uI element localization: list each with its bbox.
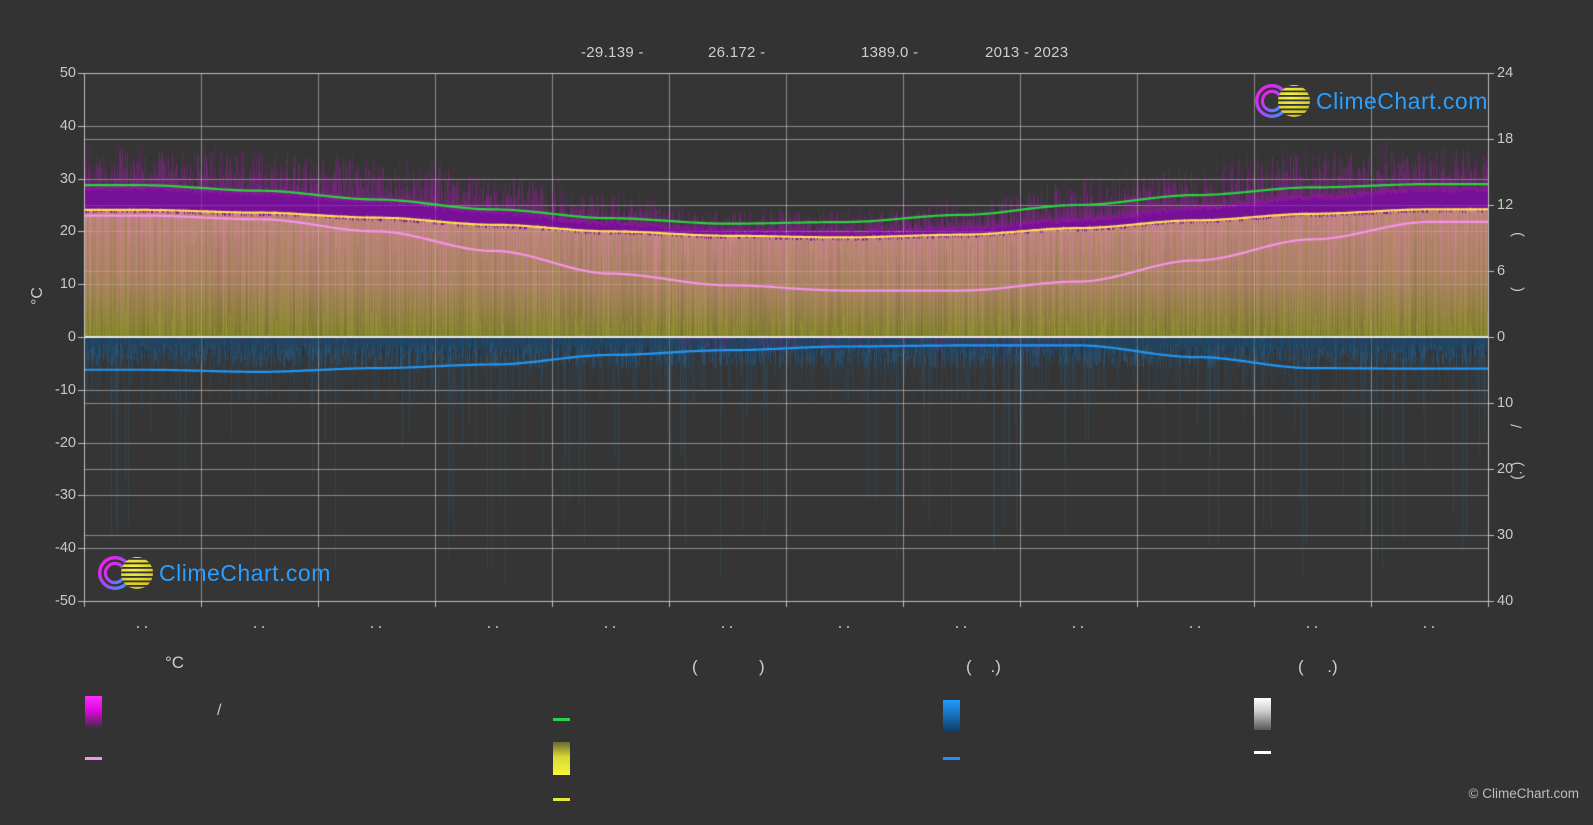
copyright-text: © ClimeChart.com [1468, 786, 1579, 801]
right-upper-axis-label: ( ) [1508, 232, 1526, 292]
month-tick-label [604, 625, 619, 629]
header-latitude-value: -29.139 - [581, 44, 644, 61]
tick-label: 12 [1497, 197, 1514, 213]
yellow-line-swatch [553, 798, 570, 801]
month-tick-label [1189, 625, 1204, 629]
month-tick-label [1306, 625, 1321, 629]
month-tick-label [1072, 625, 1087, 629]
tick-label: -20 [55, 434, 76, 451]
pink-line-swatch [85, 757, 102, 760]
tick-label: 10 [1497, 395, 1514, 411]
tick-label: -10 [55, 381, 76, 398]
tick-label: 40 [1497, 593, 1514, 609]
legend-day-night-separator: / [217, 702, 222, 719]
tick-label: 0 [1497, 329, 1506, 345]
legend-col2-title: ( ) [692, 657, 765, 676]
month-tick-label [253, 625, 268, 629]
magenta-gradient-swatch [85, 696, 102, 728]
blue-line-swatch [943, 757, 960, 760]
tick-label: -30 [55, 487, 76, 504]
month-tick-label [487, 625, 502, 629]
legend-col3-title: ( .) [966, 657, 1001, 676]
tick-label: 30 [59, 170, 76, 187]
legend-col1-title: °C [165, 653, 185, 672]
month-tick-label [721, 625, 736, 629]
header-longitude-value: 26.172 - [708, 44, 766, 61]
logo-sun-icon [121, 557, 153, 589]
tick-label: 6 [1497, 263, 1506, 279]
white-line-swatch [1254, 751, 1271, 754]
white-gradient-swatch [1254, 698, 1271, 730]
tick-label: 18 [1497, 131, 1514, 147]
logo-text: ClimeChart.com [1316, 87, 1488, 114]
tick-label: 30 [1497, 527, 1514, 543]
green-line-swatch [553, 718, 570, 721]
tick-label: 20 [59, 223, 76, 240]
climechart-logo-top-right: ClimeChart.com [1253, 82, 1488, 120]
tick-label: 20 [1497, 461, 1514, 477]
tick-label: -40 [55, 540, 76, 557]
month-tick-label [955, 625, 970, 629]
month-tick-label [136, 625, 151, 629]
header-years-value: 2013 - 2023 [985, 44, 1069, 61]
month-tick-label [838, 625, 853, 629]
tick-label: 50 [59, 65, 76, 81]
month-tick-label [370, 625, 385, 629]
logo-text: ClimeChart.com [159, 559, 331, 586]
header-elevation-value: 1389.0 - [861, 44, 919, 61]
climechart-logo-bottom-left: ClimeChart.com [96, 554, 331, 592]
blue-gradient-swatch [943, 700, 960, 732]
tick-label: 0 [67, 329, 76, 345]
tick-label: 10 [59, 276, 76, 293]
tick-label: -50 [55, 593, 76, 609]
legend-col4-title: ( .) [1298, 657, 1338, 676]
yellow-gradient-swatch [553, 742, 570, 775]
month-tick-label [1423, 625, 1438, 629]
tick-label: 24 [1497, 65, 1514, 81]
logo-sun-icon [1278, 85, 1310, 117]
tick-label: 40 [59, 117, 76, 134]
